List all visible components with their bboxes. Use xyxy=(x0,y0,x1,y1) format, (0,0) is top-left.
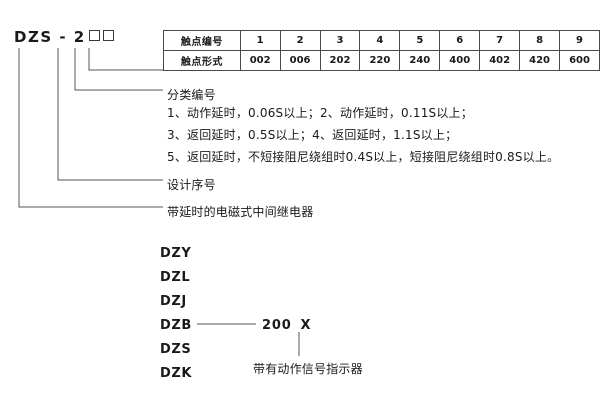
model-code: DZS - 2 xyxy=(14,28,114,46)
table-row-contact-form: 触点形式 002 006 202 220 240 400 402 420 600 xyxy=(163,50,600,71)
table-cell-form-5: 240 xyxy=(399,50,441,71)
model-code-box-2 xyxy=(102,30,114,41)
table-cell-form-9: 600 xyxy=(559,50,600,71)
table-cell-number-1: 1 xyxy=(239,30,281,51)
family-series-code: 200 X xyxy=(262,318,311,333)
family-item-dzl: DZL xyxy=(160,270,191,285)
table-cell-number-9: 9 xyxy=(559,30,600,51)
table-header-contact-number: 触点编号 xyxy=(163,30,241,51)
table-cell-number-2: 2 xyxy=(279,30,321,51)
table-cell-number-4: 4 xyxy=(359,30,401,51)
annotation-category-label: 分类编号 xyxy=(167,88,216,102)
table-cell-form-7: 402 xyxy=(479,50,521,71)
table-row-contact-number: 触点编号 1 2 3 4 5 6 7 8 9 xyxy=(163,30,600,51)
annotation-relay-type: 带延时的电磁式中间继电器 xyxy=(167,205,314,219)
family-item-dzj: DZJ xyxy=(160,294,187,309)
family-item-dzy: DZY xyxy=(160,246,192,261)
table-cell-number-7: 7 xyxy=(479,30,521,51)
leader-line-design-serial xyxy=(57,48,163,181)
model-code-box-1 xyxy=(88,30,100,41)
leader-line-relay-type xyxy=(18,48,163,208)
table-cell-form-6: 400 xyxy=(439,50,481,71)
series-number: 200 xyxy=(262,318,292,333)
annotation-category-line-1: 1、动作延时，0.06S以上；2、动作延时，0.11S以上； xyxy=(167,106,473,120)
family-item-dzk: DZK xyxy=(160,366,193,381)
table-cell-number-8: 8 xyxy=(519,30,561,51)
annotation-category-line-3: 5、返回延时，不短接阻尼绕组时0.4S以上，短接阻尼绕组时0.8S以上。 xyxy=(167,150,560,164)
table-cell-number-6: 6 xyxy=(439,30,481,51)
table-header-contact-form: 触点形式 xyxy=(163,50,241,71)
table-cell-form-4: 220 xyxy=(359,50,401,71)
indicator-note: 带有动作信号指示器 xyxy=(253,362,363,376)
leader-line-category xyxy=(74,48,163,91)
annotation-category-line-2: 3、返回延时，0.5S以上；4、返回延时，1.1S以上； xyxy=(167,128,458,142)
table-cell-form-8: 420 xyxy=(519,50,561,71)
family-item-dzb: DZB xyxy=(160,318,192,333)
model-code-prefix: DZS - 2 xyxy=(14,28,86,46)
table-cell-form-3: 202 xyxy=(319,50,361,71)
table-cell-number-5: 5 xyxy=(399,30,441,51)
table-cell-form-2: 006 xyxy=(279,50,321,71)
family-item-dzs: DZS xyxy=(160,342,192,357)
leader-line-contact-form xyxy=(88,48,163,71)
table-cell-number-3: 3 xyxy=(319,30,361,51)
contact-table: 触点编号 1 2 3 4 5 6 7 8 9 触点形式 002 006 202 … xyxy=(163,30,600,71)
table-cell-form-1: 002 xyxy=(239,50,281,71)
variant-mark: X xyxy=(300,318,312,333)
annotation-design-serial: 设计序号 xyxy=(167,178,216,192)
